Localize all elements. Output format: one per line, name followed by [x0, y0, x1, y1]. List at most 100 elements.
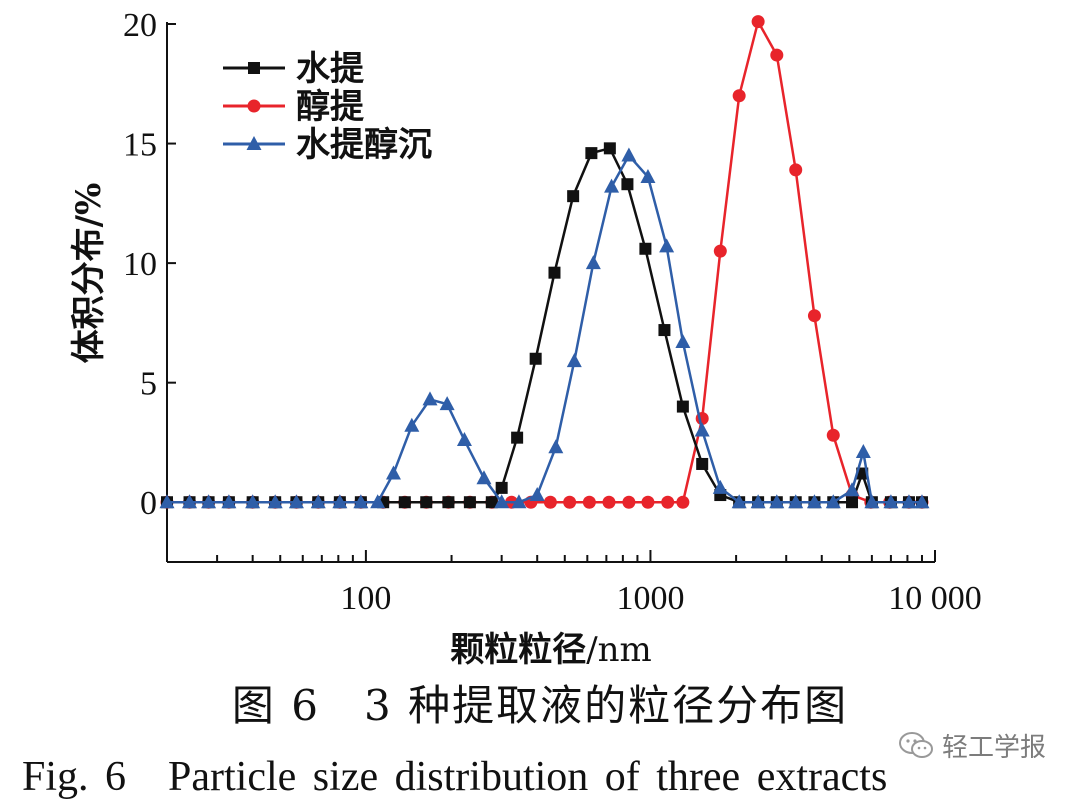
data-point-square	[548, 266, 561, 279]
data-point-triangle	[825, 494, 841, 509]
data-point-square	[420, 496, 433, 509]
data-point-circle	[661, 495, 675, 509]
data-point-triangle	[883, 494, 899, 509]
legend-entry: 水提醇沉	[223, 125, 432, 165]
data-point-circle	[563, 495, 577, 509]
data-point-triangle	[404, 417, 420, 432]
data-point-triangle	[675, 334, 691, 349]
data-point-circle	[732, 89, 746, 103]
data-point-triangle	[182, 494, 198, 509]
data-point-square	[485, 496, 498, 509]
data-point-square	[585, 147, 598, 160]
data-point-square	[621, 178, 634, 191]
data-point-triangle	[731, 494, 747, 509]
data-point-square	[676, 400, 689, 413]
y-tick-label: 0	[140, 485, 157, 522]
data-point-square	[658, 324, 671, 337]
data-point-triangle	[585, 255, 601, 270]
data-point-circle	[713, 244, 727, 258]
data-point-circle	[622, 495, 636, 509]
data-point-square	[511, 431, 524, 444]
watermark: 轻工学报	[898, 727, 1046, 764]
data-point-square	[639, 242, 652, 255]
data-point-circle	[789, 163, 803, 177]
watermark-text: 轻工学报	[942, 733, 1047, 763]
data-point-circle	[582, 495, 596, 509]
legend-label: 水提醇沉	[296, 125, 432, 165]
chart-plot-area	[159, 15, 930, 509]
data-point-circle	[641, 495, 655, 509]
data-point-triangle	[788, 494, 804, 509]
y-tick-label: 20	[123, 7, 157, 44]
data-point-triangle	[855, 444, 871, 459]
x-tick-label: 10 000	[888, 580, 982, 617]
data-point-triangle	[353, 494, 369, 509]
data-point-triangle	[621, 147, 637, 162]
data-point-square	[248, 62, 260, 74]
legend-entry: 水提	[223, 49, 364, 89]
data-point-square	[696, 457, 709, 470]
data-point-square	[463, 496, 476, 509]
data-point-square	[442, 496, 455, 509]
data-point-triangle	[439, 396, 455, 411]
data-point-triangle	[288, 494, 304, 509]
data-point-triangle	[385, 465, 401, 480]
x-tick-label: 100	[340, 580, 391, 617]
data-point-square	[603, 142, 616, 155]
data-point-triangle	[640, 169, 656, 184]
series-line	[167, 153, 922, 504]
data-point-triangle	[604, 178, 620, 193]
series-line	[167, 146, 922, 504]
data-point-triangle	[659, 238, 675, 253]
data-point-square	[529, 352, 542, 365]
data-point-triangle	[245, 494, 261, 509]
data-point-triangle	[267, 494, 283, 509]
data-point-triangle	[914, 494, 930, 509]
data-point-triangle	[844, 482, 860, 497]
data-point-triangle	[901, 494, 917, 509]
x-tick-label: 1000	[616, 580, 684, 617]
wechat-icon	[898, 731, 934, 761]
data-point-circle	[807, 309, 821, 323]
data-point-square	[495, 481, 508, 494]
data-point-triangle	[159, 494, 175, 509]
y-tick-label: 10	[123, 246, 157, 283]
data-point-triangle	[864, 494, 880, 509]
x-axis-title: 颗粒粒径/nm	[450, 630, 652, 670]
data-point-circle	[770, 48, 784, 62]
data-point-circle	[543, 495, 557, 509]
data-point-triangle	[370, 494, 386, 509]
data-point-circle	[602, 495, 616, 509]
figure-caption-chinese: 图 6 3 种提取液的粒径分布图	[231, 681, 849, 730]
data-point-triangle	[476, 470, 492, 485]
series-2	[159, 147, 930, 509]
legend-label: 水提	[296, 49, 364, 89]
data-point-square	[398, 496, 411, 509]
data-point-square	[567, 190, 580, 203]
y-axis-title: 体积分布/%	[69, 183, 109, 364]
series-line	[167, 18, 922, 504]
series-1	[160, 15, 929, 509]
data-point-triangle	[566, 353, 582, 368]
data-point-circle	[247, 99, 261, 113]
data-point-triangle	[511, 494, 527, 509]
data-point-triangle	[246, 136, 262, 150]
legend-entry: 醇提	[223, 87, 364, 127]
data-point-triangle	[769, 494, 785, 509]
data-point-triangle	[456, 432, 472, 447]
data-point-triangle	[310, 494, 326, 509]
data-point-triangle	[548, 439, 564, 454]
data-point-triangle	[332, 494, 348, 509]
particle-size-chart: 0 5 10 15 20 100 1000 10 000 颗粒粒径/nm 体积分布/% 水提醇提水…	[69, 7, 982, 670]
data-point-square	[846, 496, 859, 509]
data-point-circle	[826, 428, 840, 442]
legend-label: 醇提	[296, 87, 364, 127]
data-point-triangle	[750, 494, 766, 509]
data-point-triangle	[221, 494, 237, 509]
data-point-triangle	[201, 494, 217, 509]
y-tick-label: 5	[140, 366, 157, 403]
data-point-triangle	[422, 391, 438, 406]
figure-caption-english: Fig. 6 Particle size distribution of thr…	[22, 754, 888, 800]
data-point-circle	[751, 15, 765, 29]
